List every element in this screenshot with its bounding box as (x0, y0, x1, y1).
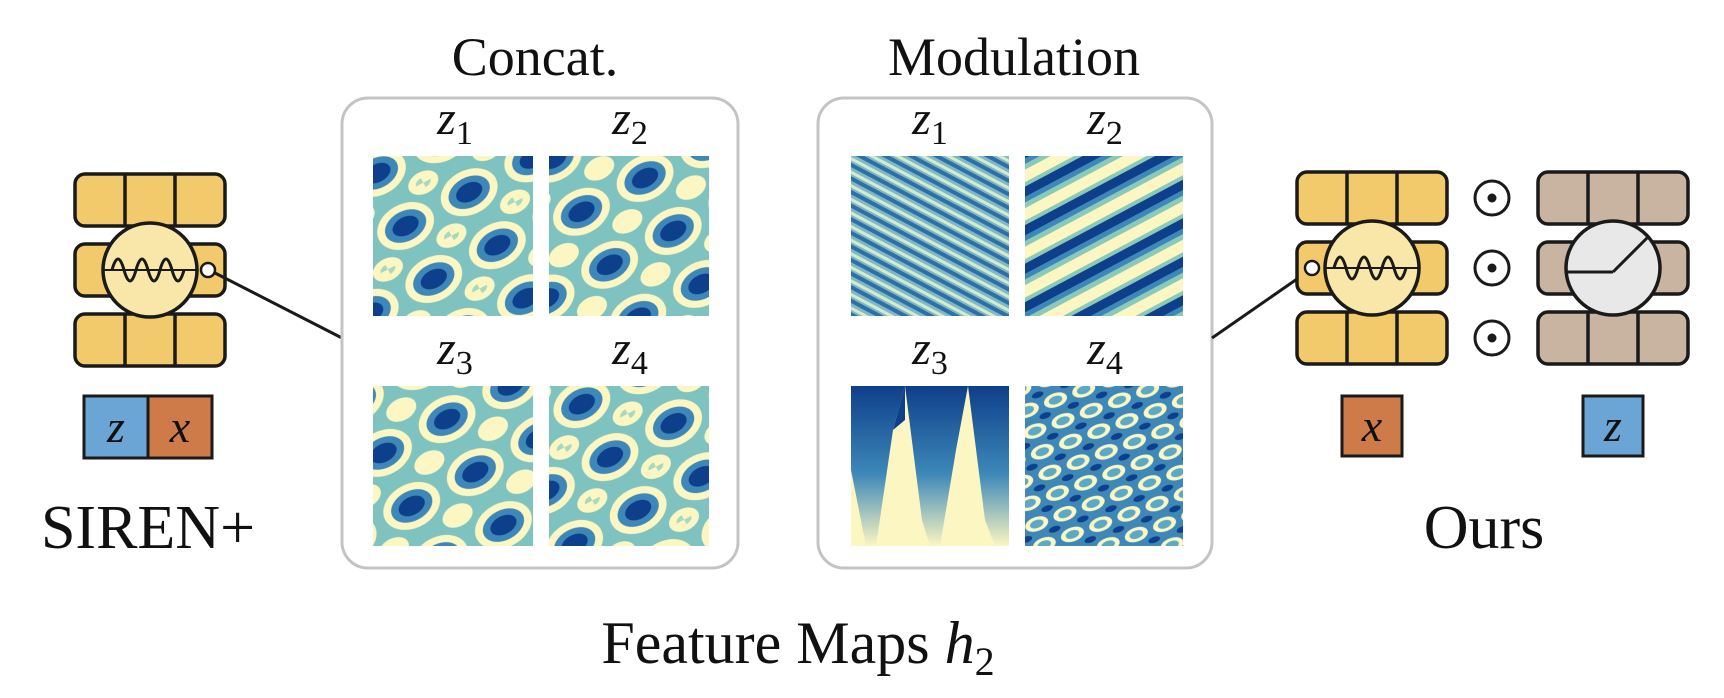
feature-map-image (851, 156, 1009, 316)
sine-wave-icon (1323, 219, 1421, 317)
model-label-ours: Ours (1424, 494, 1545, 562)
map-label: z3 (436, 322, 473, 382)
figure-caption: Feature Maps h2 (601, 610, 994, 684)
feature-map-image (549, 386, 709, 546)
ours-inputs: x z (1340, 394, 1645, 458)
panel-title-modulation: Modulation (888, 27, 1140, 87)
connector-line (1211, 268, 1311, 340)
map-label: z2 (611, 92, 648, 152)
feature-map-image (373, 386, 533, 546)
input-x-box (1340, 394, 1404, 458)
neuron-layer-row (1295, 310, 1449, 366)
concat-panel: Concat. z1 z2 z3 z4 (340, 27, 740, 570)
map-label: z3 (911, 322, 948, 382)
neuron-layer-row (73, 312, 227, 368)
sine-wave-icon (101, 221, 199, 319)
model-label-siren-plus: SIREN+ (41, 494, 255, 562)
feature-map-image (1025, 156, 1183, 316)
input-z-label: z (1603, 400, 1622, 451)
input-x-label: x (169, 401, 191, 452)
input-z-label: z (106, 401, 125, 452)
input-x-label: x (1361, 400, 1383, 451)
siren-plus-network (73, 172, 343, 368)
modulation-panel: Modulation z1 z2 z3 z4 (816, 27, 1214, 570)
ours-network (1211, 170, 1690, 366)
connector-dot (1303, 259, 1321, 277)
map-label: z1 (911, 92, 948, 152)
feature-map-image (1025, 386, 1183, 546)
hadamard-operator (1473, 319, 1511, 357)
map-label: z1 (436, 92, 473, 152)
connector-line (214, 271, 343, 340)
input-z-box (1581, 394, 1645, 458)
map-label: z4 (611, 322, 648, 382)
hadamard-operator (1473, 179, 1511, 217)
modulator-layer-row (1536, 170, 1690, 226)
feature-map-image (373, 156, 533, 316)
neuron-layer-row (73, 172, 227, 228)
feature-map-image (549, 156, 709, 316)
feature-map-image (851, 386, 1009, 546)
input-x-box (146, 394, 214, 460)
siren-plus-inputs: z x (82, 394, 214, 460)
panel-title-concat: Concat. (452, 27, 618, 87)
map-label: z4 (1086, 322, 1123, 382)
hadamard-operator (1473, 249, 1511, 287)
gauge-icon (1564, 219, 1662, 317)
map-label: z2 (1086, 92, 1123, 152)
modulator-layer-row (1536, 310, 1690, 366)
neuron-layer-row (1295, 170, 1449, 226)
connector-dot (199, 261, 217, 279)
